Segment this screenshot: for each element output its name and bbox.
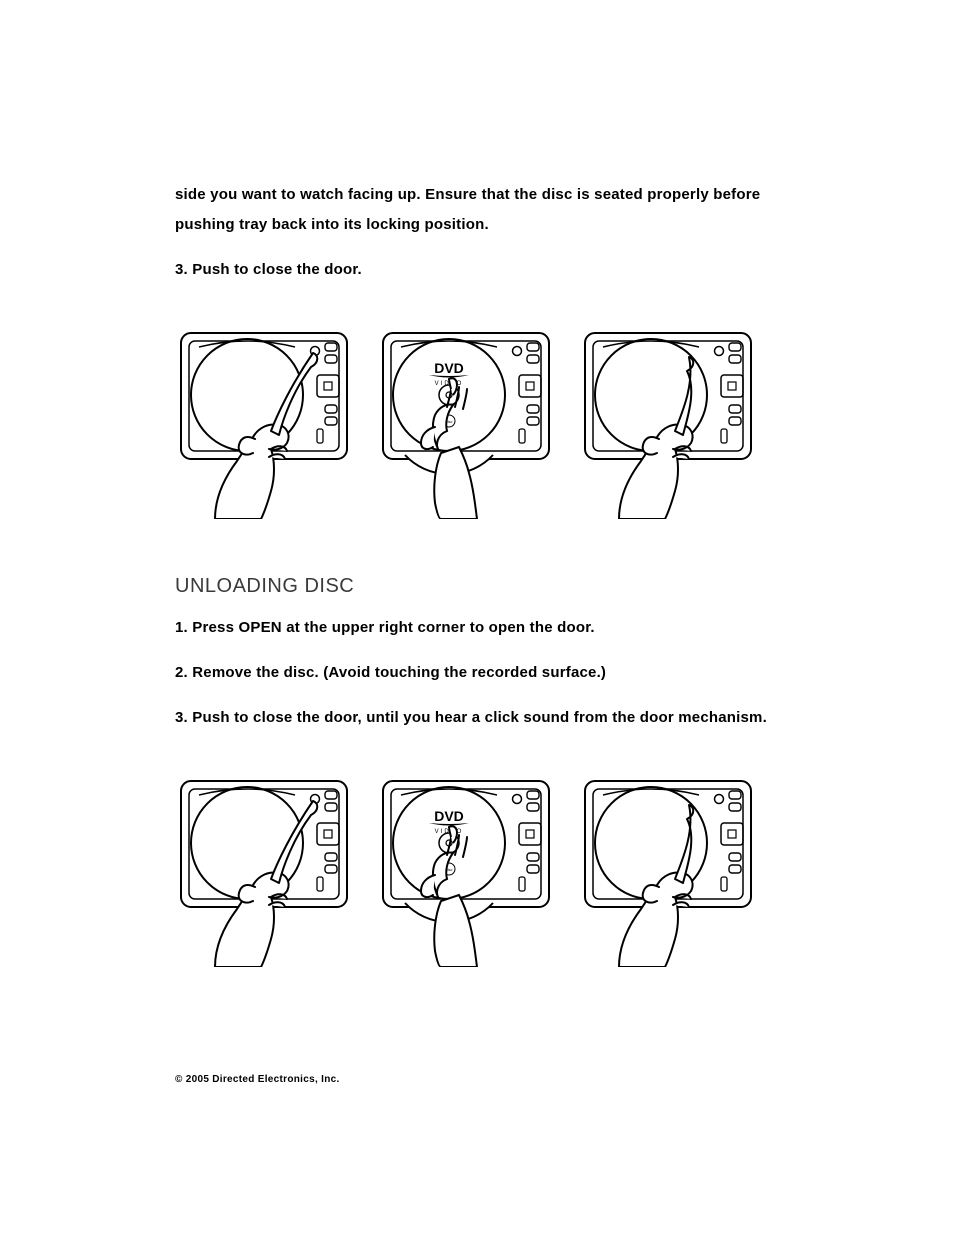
unloading-figure-row: DVDVIDEOdisc: [175, 775, 779, 967]
unloading-heading: UNLOADING DISC: [175, 575, 779, 598]
svg-text:DVD: DVD: [434, 808, 464, 824]
svg-text:DVD: DVD: [434, 360, 464, 376]
figure-insert-disc-1: DVDVIDEOdisc: [377, 327, 555, 519]
manual-page: side you want to watch facing up. Ensure…: [0, 0, 954, 1235]
figure-press-close-2: [579, 775, 757, 967]
intro-step-3: 3. Push to close the door.: [175, 255, 779, 285]
intro-continuation: side you want to watch facing up. Ensure…: [175, 180, 779, 240]
figure-press-open-1: [175, 327, 353, 519]
figure-press-open-2: [175, 775, 353, 967]
figure-insert-disc-2: DVDVIDEOdisc: [377, 775, 555, 967]
copyright-footer: © 2005 Directed Electronics, Inc.: [175, 1074, 340, 1085]
loading-figure-row: DVDVIDEOdisc: [175, 327, 779, 519]
unloading-step-1: 1. Press OPEN at the upper right corner …: [175, 613, 779, 643]
unloading-step-3: 3. Push to close the door, until you hea…: [175, 703, 779, 733]
unloading-step-2: 2. Remove the disc. (Avoid touching the …: [175, 658, 779, 688]
figure-press-close-1: [579, 327, 757, 519]
